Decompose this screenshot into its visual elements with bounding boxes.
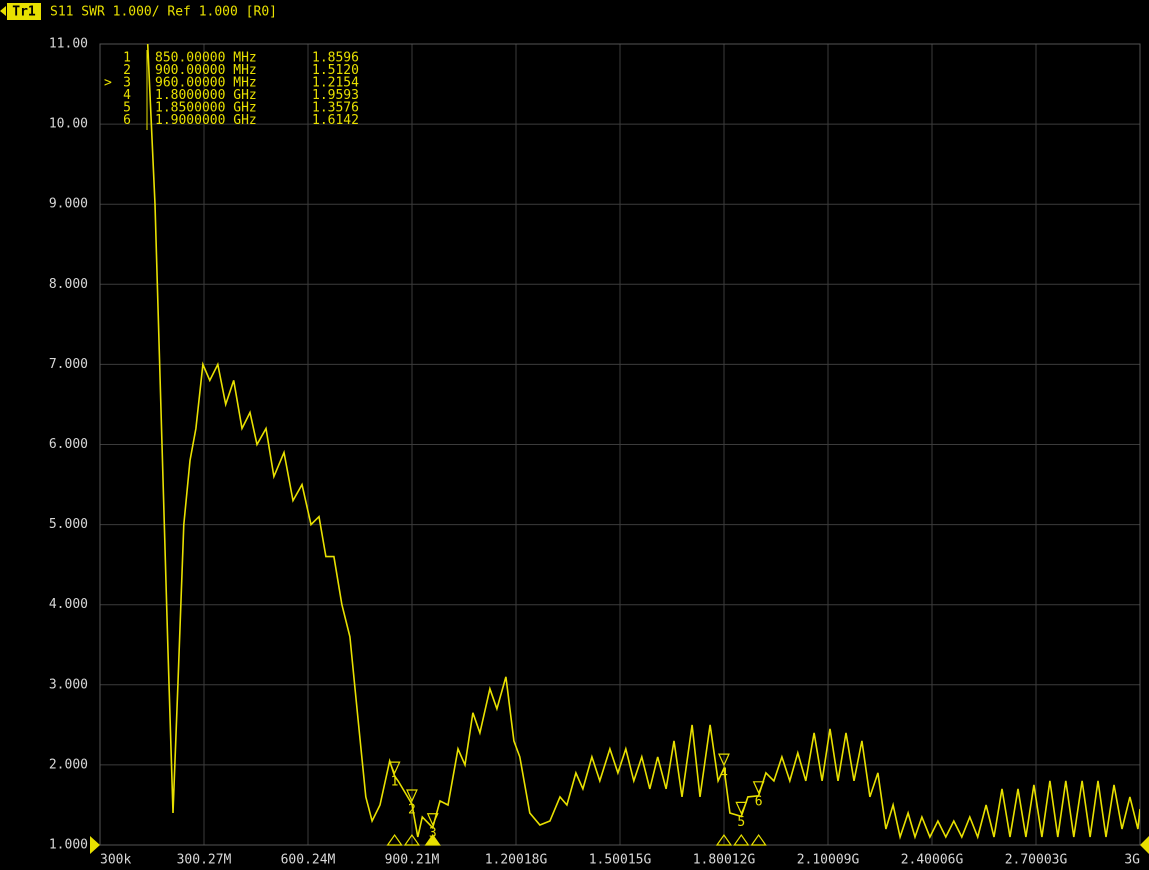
y-tick-label: 9.000 — [49, 197, 88, 212]
axis-marker — [750, 833, 767, 846]
chart-title: S11 SWR 1.000/ Ref 1.000 [R0] — [50, 5, 277, 20]
marker-frequency: 1.8000000 GHz — [155, 88, 257, 103]
axis-marker — [733, 833, 750, 846]
marker-id: 3 — [123, 76, 131, 91]
marker-value: 1.6142 — [312, 113, 359, 128]
y-tick-label: 5.000 — [49, 517, 88, 532]
trace-marker — [388, 761, 401, 775]
marker-value: 1.3576 — [312, 101, 359, 116]
x-tick-label: 600.24M — [281, 853, 336, 868]
marker-frequency: 1.9000000 GHz — [155, 113, 257, 128]
marker-frequency: 960.00000 MHz — [155, 76, 257, 91]
x-tick-label: 1.50015G — [589, 853, 652, 868]
x-tick-label: 2.40006G — [901, 853, 964, 868]
marker-value: 1.9593 — [312, 88, 359, 103]
x-tick-label: 3G — [1124, 853, 1140, 868]
x-tick-label: 2.10009G — [797, 853, 860, 868]
marker-value: 1.5120 — [312, 63, 359, 78]
axis-marker — [424, 833, 441, 846]
y-tick-label: 2.000 — [49, 757, 88, 772]
marker-id: 1 — [123, 51, 131, 66]
trace-arrow — [0, 6, 6, 16]
trace-marker-label: 2 — [408, 802, 416, 817]
y-tick-label: 11.00 — [49, 37, 88, 52]
marker-value: 1.8596 — [312, 51, 359, 66]
y-tick-label: 1.000 — [49, 838, 88, 853]
axis-marker — [403, 833, 421, 846]
trace-marker — [735, 801, 748, 815]
axis-marker — [715, 833, 733, 846]
y-tick-label: 4.000 — [49, 597, 88, 612]
trace-line — [146, 44, 1140, 841]
y-tick-label: 10.00 — [49, 117, 88, 132]
marker-value: 1.2154 — [312, 76, 359, 91]
x-tick-label: 1.80012G — [693, 853, 756, 868]
trace-marker — [426, 813, 439, 827]
marker-active-prefix: > — [104, 76, 112, 91]
trace-badge-box — [7, 3, 41, 20]
y-tick-label: 8.000 — [49, 277, 88, 292]
marker-id: 6 — [123, 113, 131, 128]
end-marker — [1140, 836, 1149, 854]
trace-marker-label: 1 — [391, 775, 399, 790]
x-tick-label: 2.70003G — [1005, 853, 1068, 868]
x-tick-label: 300k — [100, 853, 131, 868]
marker-frequency: 850.00000 MHz — [155, 51, 257, 66]
trace-badge: Tr1 — [12, 5, 36, 20]
marker-frequency: 1.8500000 GHz — [155, 101, 257, 116]
trace-marker-label: 4 — [720, 767, 728, 782]
y-tick-label: 7.000 — [49, 357, 88, 372]
marker-frequency: 900.00000 MHz — [155, 63, 257, 78]
trace-marker-label: 3 — [429, 826, 437, 841]
trace-marker — [405, 789, 418, 803]
trace-marker-label: 6 — [755, 794, 763, 809]
trace-marker — [752, 781, 765, 795]
y-tick-label: 6.000 — [49, 437, 88, 452]
marker-id: 5 — [123, 101, 131, 116]
y-tick-label: 3.000 — [49, 677, 88, 692]
reference-marker — [90, 836, 100, 854]
marker-id: 4 — [123, 88, 131, 103]
x-tick-label: 1.20018G — [485, 853, 548, 868]
plot-frame — [99, 43, 1141, 846]
trace-marker-label: 5 — [737, 815, 745, 830]
axis-marker — [386, 833, 403, 846]
x-tick-label: 900.21M — [385, 853, 440, 868]
trace-marker — [718, 753, 730, 767]
marker-id: 2 — [123, 63, 131, 78]
x-tick-label: 300.27M — [177, 853, 232, 868]
